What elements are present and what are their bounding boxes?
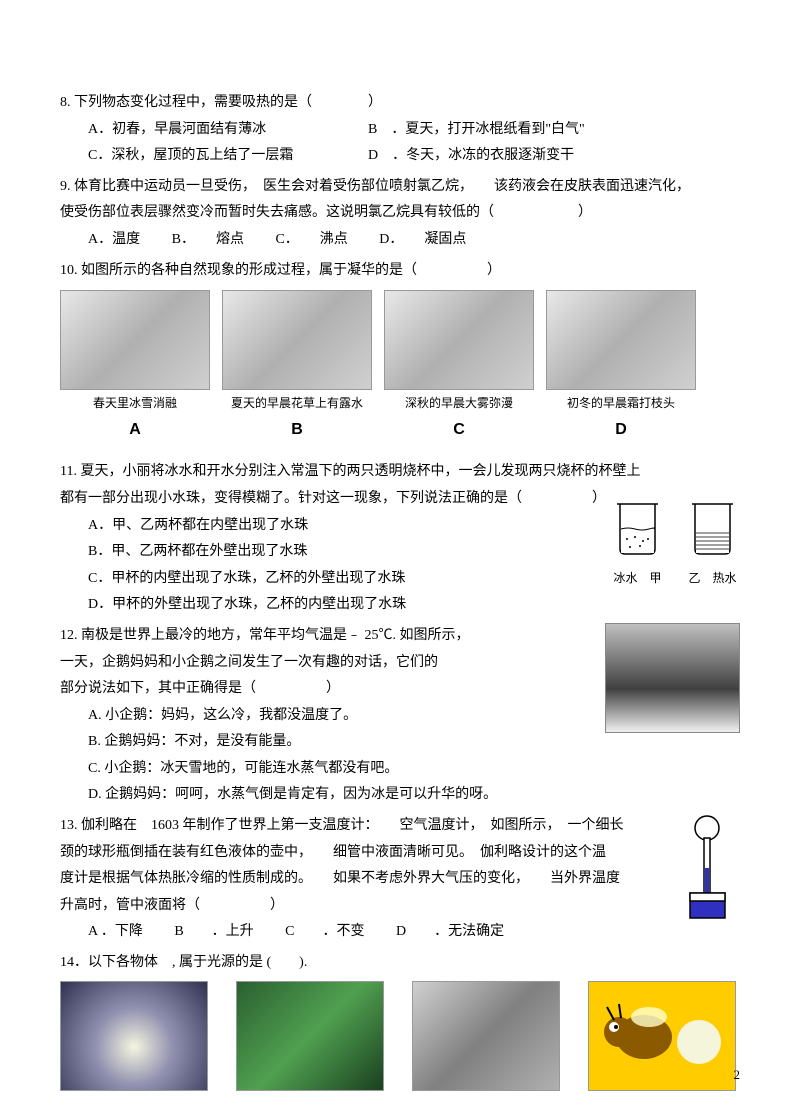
q10-labels: A B C D [60,415,740,445]
q13-line4: 升高时，管中液面将（ ） [60,893,740,920]
q11-line1: 11. 夏天，小丽将冰水和开水分别注入常温下的两只透明烧杯中，一会儿发现两只烧杯… [60,459,740,486]
question-14: 14．以下各物体 , 属于光源的是 ( ). [60,950,740,1091]
q12-opt-d: D. 企鹅妈妈：呵呵，水蒸气倒是肯定有，因为冰是可以升华的呀。 [88,782,740,809]
q9-line1: 9. 体育比赛中运动员一旦受伤， 医生会对着受伤部位喷射氯乙烷， 该药液会在皮肤… [60,174,740,201]
q10-img-a [60,290,210,390]
q14-images [60,981,740,1091]
q8-opt-b: B ．夏天，打开冰棍纸看到"白气" [368,117,585,144]
thermometer-icon [685,813,730,934]
q10-captions: 春天里冰雪消融 夏天的早晨花草上有露水 深秋的早晨大雾弥漫 初冬的早晨霜打枝头 [60,392,740,415]
q8-opt-c: C．深秋，屋顶的瓦上结了一层霜 [88,143,368,170]
q10-label-c: C [384,415,534,445]
q10-cap-d: 初冬的早晨霜打枝头 [546,392,696,415]
q14-text: 14．以下各物体 , 属于光源的是 ( ). [60,950,740,977]
q10-img-d [546,290,696,390]
question-13: 13. 伽利略在 1603 年制作了世界上第一支温度计： 空气温度计， 如图所示… [60,813,740,946]
q10-img-c [384,290,534,390]
q10-img-b [222,290,372,390]
question-8: 8. 下列物态变化过程中，需要吸热的是（ ） A．初春，早晨河面结有薄冰 B ．… [60,90,740,170]
q10-label-b: B [222,415,372,445]
q8-opt-d: D ．冬天，冰冻的衣服逐渐变干 [368,143,574,170]
q13-opts: A ．下降 B ．上升 C ．不变 D ．无法确定 [60,919,740,946]
q14-img-firefly [588,981,736,1091]
q14-img-diamond [412,981,560,1091]
q10-cap-b: 夏天的早晨花草上有露水 [222,392,372,415]
beaker2-label: 乙 热水 [685,567,740,590]
q12-opt-c: C. 小企鹅：冰天雪地的，可能连水蒸气都没有吧。 [88,756,740,783]
beaker-ice-icon [610,499,665,559]
q13-line3: 度计是根据气体热胀冷缩的性质制成的。 如果不考虑外界大气压的变化， 当外界温度 [60,866,740,893]
question-11: 11. 夏天，小丽将冰水和开水分别注入常温下的两只透明烧杯中，一会儿发现两只烧杯… [60,459,740,619]
q10-images [60,290,740,390]
q11-beakers: 冰水 甲 乙 热水 [610,499,740,590]
q12-opt-b: B. 企鹅妈妈：不对，是没有能量。 [88,729,740,756]
q13-line2: 颈的球形瓶倒插在装有红色液体的壶中， 细管中液面清晰可见。 伽利略设计的这个温 [60,840,740,867]
q11-opt-d: D．甲杯的外壁出现了水珠，乙杯的内壁出现了水珠 [88,592,740,619]
page-number: 2 [734,1063,741,1088]
q10-text: 10. 如图所示的各种自然现象的形成过程，属于凝华的是（ ） [60,258,740,285]
q13-line1: 13. 伽利略在 1603 年制作了世界上第一支温度计： 空气温度计， 如图所示… [60,813,740,840]
q10-label-a: A [60,415,210,445]
question-9: 9. 体育比赛中运动员一旦受伤， 医生会对着受伤部位喷射氯乙烷， 该药液会在皮肤… [60,174,740,254]
q8-opt-a: A．初春，早晨河面结有薄冰 [88,117,368,144]
beaker-hot-icon [685,499,740,559]
beaker1-label: 冰水 甲 [610,567,665,590]
penguin-image [605,623,740,733]
question-12: 12. 南极是世界上最冷的地方，常年平均气温是﹣ 25℃. 如图所示， 一天，企… [60,623,740,809]
q10-label-d: D [546,415,696,445]
q8-options: A．初春，早晨河面结有薄冰 B ．夏天，打开冰棍纸看到"白气" C．深秋，屋顶的… [60,117,740,170]
q14-img-leaf [236,981,384,1091]
q10-cap-c: 深秋的早晨大雾弥漫 [384,392,534,415]
q8-text: 8. 下列物态变化过程中，需要吸热的是（ ） [60,90,740,117]
q9-line2: 使受伤部位表层骤然变冷而暂时失去痛感。这说明氯乙烷具有较低的（ ） [60,200,740,227]
q14-img-moon [60,981,208,1091]
q10-cap-a: 春天里冰雪消融 [60,392,210,415]
q9-opts: A．温度 B． 熔点 C． 沸点 D． 凝固点 [60,227,740,254]
question-10: 10. 如图所示的各种自然现象的形成过程，属于凝华的是（ ） 春天里冰雪消融 夏… [60,258,740,446]
